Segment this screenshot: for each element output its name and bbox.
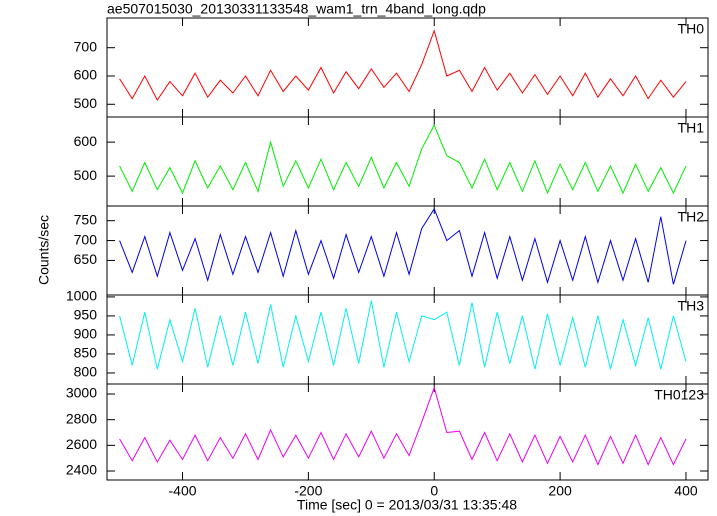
y-tick-label: 750	[74, 211, 98, 227]
y-axis-label: Counts/sec	[36, 215, 52, 285]
panel-label: TH0123	[654, 387, 704, 403]
light-curve	[119, 124, 687, 195]
light-curve	[119, 29, 687, 101]
panel-label: TH2	[678, 209, 705, 225]
x-tick-label: 200	[548, 483, 572, 499]
x-tick-label: -200	[294, 483, 322, 499]
y-tick-label: 2600	[66, 436, 97, 452]
panel-label: TH0	[678, 21, 705, 37]
y-tick-label: 500	[74, 167, 98, 183]
light-curve	[119, 385, 687, 466]
y-tick-label: 2400	[66, 462, 97, 478]
y-tick-label: 700	[74, 231, 98, 247]
panel-label: TH1	[678, 120, 705, 136]
chart-title: ae507015030_20130331133548_wam1_trn_4ban…	[107, 1, 486, 17]
y-tick-label: 2800	[66, 410, 97, 426]
panel-frame	[106, 17, 709, 118]
y-tick-label: 900	[74, 326, 98, 342]
y-tick-label: 950	[74, 307, 98, 323]
y-tick-label: 850	[74, 345, 98, 361]
x-tick-label: -400	[169, 483, 197, 499]
x-tick-label: 400	[674, 483, 698, 499]
y-tick-label: 700	[74, 38, 98, 54]
light-curve	[119, 300, 687, 370]
x-tick-label: 0	[430, 483, 438, 499]
x-axis-label: Time [sec] 0 = 2013/03/31 13:35:48	[297, 497, 517, 513]
y-tick-label: 1000	[66, 288, 97, 304]
y-tick-label: 800	[74, 364, 98, 380]
y-tick-label: 600	[74, 133, 98, 149]
y-tick-label: 3000	[66, 385, 97, 401]
y-tick-label: 650	[74, 251, 98, 267]
y-tick-label: 500	[74, 95, 98, 111]
light-curve	[119, 207, 687, 285]
panel-frame	[106, 116, 709, 207]
y-tick-label: 600	[74, 67, 98, 83]
panel-frame	[106, 205, 709, 296]
panel-label: TH3	[678, 298, 705, 314]
panel-frame	[106, 383, 709, 481]
